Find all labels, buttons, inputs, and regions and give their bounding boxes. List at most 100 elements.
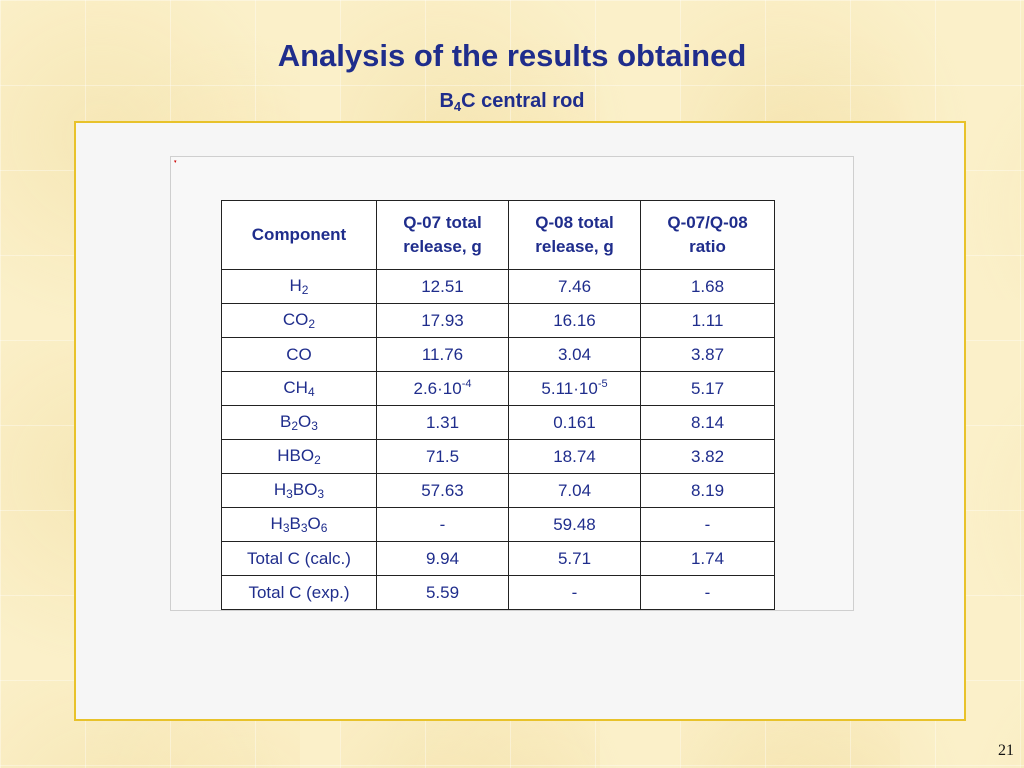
- cell-ratio: -: [640, 575, 775, 610]
- cell-q08-release: 59.48: [508, 507, 641, 542]
- cell-text: 2.6·10: [413, 379, 462, 398]
- cell-q08-release: 18.74: [508, 439, 641, 474]
- cell-q08-release: 3.04: [508, 337, 641, 372]
- cell-text: BO: [292, 480, 318, 499]
- cell-ratio: 1.11: [640, 303, 775, 338]
- header-ratio: Q-07/Q-08 ratio: [640, 200, 775, 270]
- cell-component: Total C (calc.): [221, 541, 377, 576]
- cell-ratio: 3.87: [640, 337, 775, 372]
- cell-q07-release: 2.6·10-4: [376, 371, 509, 406]
- cell-text: 3.04: [557, 344, 592, 364]
- subscript-text: 3: [311, 419, 318, 433]
- supscript-text: -5: [597, 378, 608, 390]
- cell-text: 9.94: [425, 548, 460, 568]
- cell-text: CH: [283, 378, 308, 397]
- cell-text: 7.04: [557, 480, 592, 500]
- cell-ratio: 8.19: [640, 473, 775, 508]
- table-row: H2 12.51 7.46 1.68: [221, 269, 775, 304]
- cell-q07-release: -: [376, 507, 509, 542]
- cell-text: Total C (exp.): [248, 582, 350, 602]
- table-row: CH4 2.6·10-4 5.11·10-5 5.17: [221, 371, 775, 406]
- slide-subtitle: B4C central rod: [0, 90, 1024, 114]
- cell-text: B: [289, 514, 301, 533]
- table-row: CO 11.76 3.04 3.87: [221, 337, 775, 372]
- table-row: Total C (calc.) 9.94 5.71 1.74: [221, 541, 775, 576]
- supscript-text: -4: [461, 378, 472, 390]
- subtitle-suffix: C central rod: [461, 90, 585, 112]
- subscript-text: 4: [307, 385, 315, 399]
- cell-text: 0.161: [553, 412, 596, 432]
- cell-component: H3B3O6: [221, 507, 377, 542]
- cell-text: -: [439, 514, 446, 534]
- cell-text: 1.31: [425, 412, 460, 432]
- results-table: Component Q-07 total release, g Q-08 tota…: [221, 200, 775, 610]
- cell-q08-release: 0.161: [508, 405, 641, 440]
- cell-q07-release: 71.5: [376, 439, 509, 474]
- cell-component: H2: [221, 269, 377, 304]
- subtitle-prefix: B: [439, 90, 454, 112]
- cell-component: H3BO3: [221, 473, 377, 508]
- cell-q07-release: 57.63: [376, 473, 509, 508]
- subscript-text: 2: [291, 419, 299, 433]
- table-row: HBO2 71.5 18.74 3.82: [221, 439, 775, 474]
- cell-text: 17.93: [421, 310, 464, 330]
- cell-text: 71.5: [425, 446, 460, 466]
- cell-text: 59.48: [553, 514, 596, 534]
- cell-text: 57.63: [421, 480, 464, 500]
- cell-ratio: 3.82: [640, 439, 775, 474]
- cell-ratio: 1.74: [640, 541, 775, 576]
- cell-component: CO2: [221, 303, 377, 338]
- header-q07-release: Q-07 total release, g: [376, 200, 509, 270]
- cell-component: HBO2: [221, 439, 377, 474]
- cell-text: O: [298, 412, 312, 431]
- page-number: 21: [998, 742, 1014, 759]
- cell-text: CO: [282, 310, 309, 329]
- cell-text: H: [270, 514, 283, 533]
- cell-text: B: [280, 412, 292, 431]
- subscript-text: 3: [317, 487, 325, 501]
- cell-text: 18.74: [553, 446, 596, 466]
- cell-q07-release: 1.31: [376, 405, 509, 440]
- cell-q07-release: 9.94: [376, 541, 509, 576]
- cell-q08-release: 16.16: [508, 303, 641, 338]
- cell-ratio: 5.17: [640, 371, 775, 406]
- table-row: Total C (exp.) 5.59 - -: [221, 575, 775, 610]
- subscript-text: 6: [320, 521, 328, 535]
- subscript-text: 2: [301, 283, 309, 297]
- cell-q07-release: 12.51: [376, 269, 509, 304]
- cell-q07-release: 11.76: [376, 337, 509, 372]
- cell-q08-release: 7.04: [508, 473, 641, 508]
- header-q08-release: Q-08 total release, g: [508, 200, 641, 270]
- table-body: H2 12.51 7.46 1.68 CO2 17.93 16.16 1.11 CO 11.76 3…: [221, 269, 775, 610]
- cell-component: B2O3: [221, 405, 377, 440]
- cell-q08-release: 7.46: [508, 269, 641, 304]
- cell-q08-release: 5.71: [508, 541, 641, 576]
- cell-q08-release: 5.11·10-5: [508, 371, 641, 406]
- cell-q08-release: -: [508, 575, 641, 610]
- cell-text: H: [289, 276, 302, 295]
- cell-text: Total C (calc.): [247, 548, 351, 568]
- cell-ratio: 1.68: [640, 269, 775, 304]
- cell-component: Total C (exp.): [221, 575, 377, 610]
- table-header-row: Component Q-07 total release, g Q-08 tota…: [221, 200, 775, 270]
- subscript-text: 3: [300, 521, 308, 535]
- subscript-text: 2: [308, 317, 316, 331]
- cell-text: 12.51: [421, 276, 464, 296]
- cell-ratio: 8.14: [640, 405, 775, 440]
- subscript-text: 3: [286, 487, 293, 501]
- cell-component: CO: [221, 337, 377, 372]
- cell-q07-release: 17.93: [376, 303, 509, 338]
- cell-component: CH4: [221, 371, 377, 406]
- cell-text: 16.16: [553, 310, 596, 330]
- cell-q07-release: 5.59: [376, 575, 509, 610]
- cell-text: 5.59: [425, 582, 460, 602]
- cell-text: 7.46: [557, 276, 592, 296]
- embed-caption: ▾: [174, 159, 177, 165]
- cell-text: O: [307, 514, 321, 533]
- slide-title: Analysis of the results obtained: [277, 38, 747, 73]
- cell-text: CO: [286, 344, 312, 364]
- table-row: H3BO3 57.63 7.04 8.19: [221, 473, 775, 508]
- cell-ratio: -: [640, 507, 775, 542]
- header-component: Component: [221, 200, 377, 270]
- cell-text: 5.11·10: [541, 379, 598, 398]
